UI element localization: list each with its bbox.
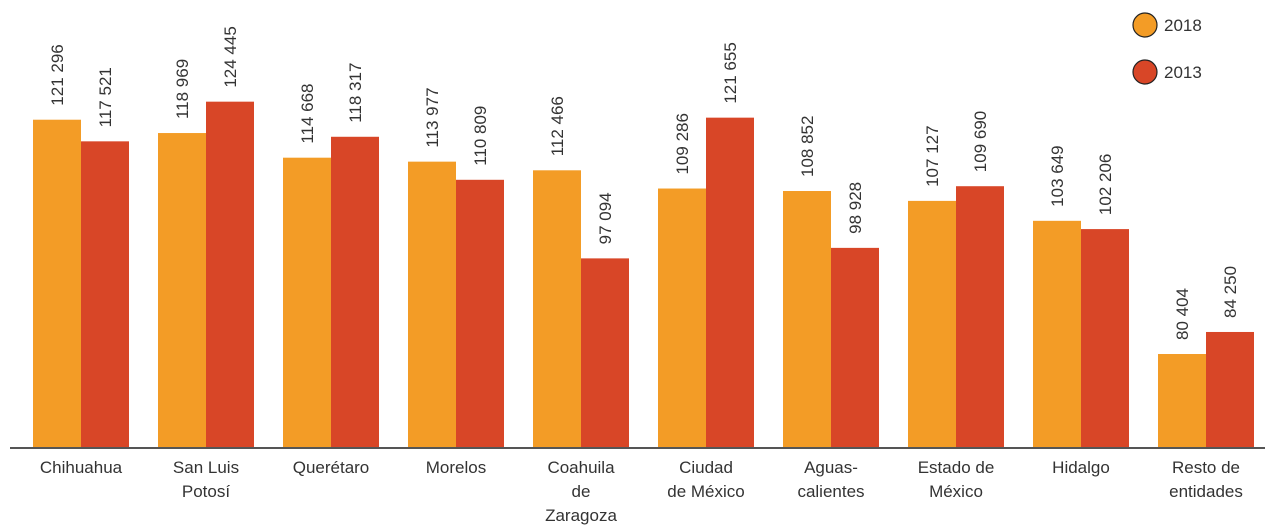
- category-label-line: Coahuila: [547, 458, 615, 477]
- bar-2013-7: [956, 186, 1004, 448]
- bar-2013-4: [581, 258, 629, 448]
- bars-layer: [33, 101, 1254, 449]
- category-label: Coahuila de Zaragoza: [545, 458, 617, 525]
- value-label: 98 928: [846, 182, 865, 234]
- category-label-line: de: [572, 482, 591, 501]
- bar-2013-0: [81, 141, 129, 448]
- category-label-line: Chihuahua: [40, 458, 123, 477]
- category-label: Resto de entidades: [1169, 458, 1243, 501]
- category-label: Querétaro: [293, 458, 370, 477]
- value-label: 121 296: [48, 44, 67, 105]
- bar-2018-5: [658, 188, 706, 449]
- category-label: Morelos: [426, 458, 486, 477]
- value-label: 103 649: [1048, 145, 1067, 206]
- bar-2018-8: [1033, 220, 1081, 448]
- category-label-line: Zaragoza: [545, 506, 617, 525]
- bar-2018-4: [533, 170, 581, 448]
- bar-2013-5: [706, 117, 754, 448]
- value-label: 107 127: [923, 125, 942, 186]
- value-label: 112 466: [548, 96, 567, 156]
- value-label: 80 404: [1173, 288, 1192, 340]
- value-label: 110 809: [471, 106, 490, 166]
- value-label: 84 250: [1221, 266, 1240, 318]
- value-label: 109 286: [673, 113, 692, 174]
- value-label: 113 977: [423, 87, 442, 147]
- bar-2018-3: [408, 161, 456, 448]
- bar-2013-2: [331, 136, 379, 449]
- legend-label-2018: 2018: [1164, 16, 1202, 35]
- bar-2013-9: [1206, 331, 1254, 448]
- bar-2018-2: [283, 157, 331, 449]
- category-label: San Luis Potosí: [173, 458, 239, 501]
- value-label: 102 206: [1096, 154, 1115, 215]
- value-label: 97 094: [596, 192, 615, 244]
- bar-2018-9: [1158, 354, 1206, 448]
- category-labels-layer: Chihuahua San Luis Potosí Querétaro Morelos C…: [40, 458, 1243, 525]
- category-label-line: Querétaro: [293, 458, 370, 477]
- bar-2018-0: [33, 119, 81, 448]
- bar-2013-6: [831, 247, 879, 448]
- bar-2018-7: [908, 200, 956, 448]
- legend: 2018 2013: [1132, 12, 1202, 85]
- bar-2013-8: [1081, 229, 1129, 448]
- value-label: 114 668: [298, 83, 317, 143]
- category-label-line: de México: [667, 482, 744, 501]
- bar-2018-6: [783, 191, 831, 448]
- value-label: 118 317: [346, 63, 365, 123]
- category-label-line: calientes: [797, 482, 864, 501]
- category-label-line: San Luis: [173, 458, 239, 477]
- bar-2013-3: [456, 179, 504, 448]
- category-label: Estado de México: [918, 458, 995, 501]
- category-label-line: Morelos: [426, 458, 486, 477]
- category-label-line: Potosí: [182, 482, 230, 501]
- category-label-line: México: [929, 482, 983, 501]
- category-label-line: Ciudad: [679, 458, 733, 477]
- value-label: 108 852: [798, 116, 817, 177]
- category-label-line: Aguas-: [804, 458, 858, 477]
- category-label-line: Hidalgo: [1052, 458, 1110, 477]
- value-label: 121 655: [721, 42, 740, 103]
- value-label: 118 969: [173, 59, 192, 119]
- bar-2018-1: [158, 133, 206, 448]
- legend-swatch-2013: [1132, 59, 1158, 85]
- category-label: Hidalgo: [1052, 458, 1110, 477]
- legend-swatch-2018: [1132, 12, 1158, 38]
- value-label: 124 445: [221, 26, 240, 87]
- category-label-line: Resto de: [1172, 458, 1240, 477]
- legend-label-2013: 2013: [1164, 63, 1202, 82]
- category-label: Ciudad de México: [667, 458, 744, 501]
- value-label: 117 521: [96, 67, 115, 127]
- value-labels-layer: 121 296 117 521 118 969 124 445 114 668 118 3…: [48, 26, 1240, 340]
- value-label: 109 690: [971, 111, 990, 172]
- category-label: Chihuahua: [40, 458, 123, 477]
- category-label: Aguas-calientes: [797, 458, 864, 501]
- category-label-line: Estado de: [918, 458, 995, 477]
- category-label-line: entidades: [1169, 482, 1243, 501]
- bar-2013-1: [206, 101, 254, 448]
